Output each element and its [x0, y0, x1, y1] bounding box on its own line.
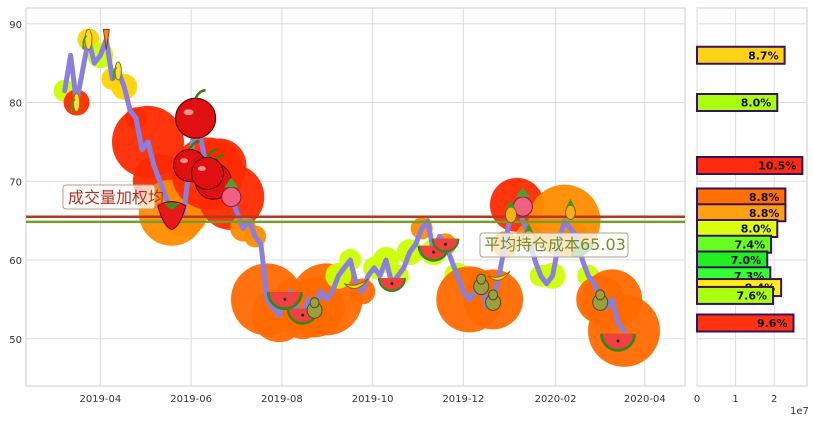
corn-icon — [112, 61, 122, 81]
annotation-avg-cost: 平均持仓成本65.03 — [484, 235, 626, 254]
volume-profile-bar — [696, 156, 804, 175]
reference-lines — [26, 215, 685, 224]
side-x-tick-label: 2 — [771, 394, 777, 405]
volume-profile-bar — [696, 313, 795, 333]
carrot-icon — [102, 29, 110, 50]
bar-percent-label: 8.0% — [741, 223, 772, 236]
y-tick-label: 80 — [9, 99, 22, 110]
bar-percent-label: 7.4% — [735, 238, 766, 251]
bar-percent-label: 8.7% — [748, 49, 779, 62]
pineapple-icon — [565, 198, 576, 221]
watermelon-icon — [600, 333, 637, 352]
corn-icon — [82, 29, 93, 50]
y-tick-label: 50 — [9, 335, 22, 346]
bar-percent-label: 8.0% — [741, 97, 772, 110]
annotation-vwap: 成交量加权均 — [68, 188, 164, 207]
y-tick-label: 70 — [9, 177, 22, 188]
annotations: 成交量加权均 平均持仓成本65.03 — [62, 184, 629, 258]
x-tick-label: 2019-08 — [261, 394, 303, 405]
volume-profile-bar — [696, 93, 779, 112]
banana-icon — [343, 278, 369, 290]
strawberry-icon — [157, 201, 187, 231]
watermelon-icon — [266, 292, 303, 311]
bar-percent-label: 7.6% — [737, 289, 768, 302]
bar-percent-label: 10.5% — [758, 160, 796, 173]
pear-icon — [306, 297, 323, 319]
pear-icon — [485, 289, 502, 311]
x-tick-label: 2020-02 — [535, 394, 577, 405]
x-tick-label: 2019-12 — [442, 394, 484, 405]
watermelon-icon — [377, 278, 406, 293]
side-x-tick-label: 0 — [694, 394, 700, 405]
x-scale-label: 1e7 — [790, 406, 809, 417]
radish-icon — [221, 177, 242, 208]
bar-percent-label: 8.8% — [749, 207, 780, 220]
x-tick-label: 2019-04 — [79, 394, 121, 405]
main-axis-ticks: 2019-04 2019-06 2019-08 2019-10 2019-12 2020-… — [9, 20, 665, 405]
bar-percent-label: 7.0% — [731, 254, 762, 267]
pear-icon — [473, 273, 490, 296]
apple-icon — [174, 89, 217, 139]
bar-percent-label: 9.6% — [757, 317, 788, 330]
x-tick-label: 2019-06 — [170, 394, 212, 405]
pear-icon — [592, 289, 609, 311]
bar-percent-label: 8.8% — [749, 191, 780, 204]
side-x-tick-label: 1 — [732, 394, 738, 405]
volume-profile-bars: 8.7%8.0%10.5%8.8%8.8%8.0%7.4%7.0%7.3%8.4… — [696, 45, 804, 333]
pineapple-icon — [504, 199, 517, 224]
annotation-box-left — [62, 184, 156, 210]
volume-profile-bar — [696, 285, 775, 305]
x-tick-label: 2020-04 — [624, 394, 666, 405]
y-tick-label: 90 — [9, 20, 22, 31]
banana-icon — [487, 270, 511, 281]
volume-profile-bar — [696, 45, 786, 65]
annotation-box-right — [479, 232, 629, 258]
apple-icon — [190, 148, 225, 190]
side-axis-ticks: 0 1 2 — [694, 394, 778, 405]
x-tick-label: 2019-10 — [352, 394, 394, 405]
fruit-markers — [70, 29, 637, 352]
watermelon-icon — [431, 238, 460, 253]
corn-icon — [70, 93, 81, 112]
y-tick-label: 60 — [9, 256, 22, 267]
